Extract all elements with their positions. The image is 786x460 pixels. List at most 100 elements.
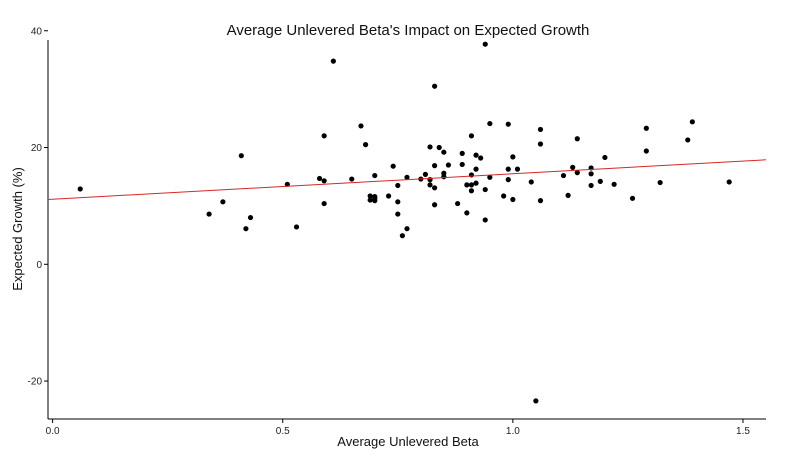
data-point xyxy=(574,136,580,142)
data-point xyxy=(505,177,511,183)
data-point xyxy=(399,233,405,239)
data-point xyxy=(602,154,608,161)
x-axis-label: Average Unlevered Beta xyxy=(337,434,479,449)
data-point xyxy=(422,171,429,177)
data-point xyxy=(220,199,226,205)
data-point xyxy=(284,181,290,187)
data-point xyxy=(514,166,521,172)
data-point xyxy=(432,185,438,191)
data-point xyxy=(395,182,401,189)
data-point xyxy=(501,193,507,199)
data-point xyxy=(629,195,636,201)
data-point xyxy=(468,133,475,139)
data-point xyxy=(611,181,617,187)
data-point xyxy=(588,171,594,177)
y-tick-label: 0 xyxy=(36,260,42,271)
data-point xyxy=(436,144,442,151)
data-point xyxy=(321,178,327,184)
data-point xyxy=(473,180,479,186)
data-point xyxy=(77,186,83,192)
data-point xyxy=(395,211,401,217)
data-point xyxy=(643,148,649,154)
data-point xyxy=(657,179,663,186)
data-point xyxy=(362,142,369,148)
data-point xyxy=(404,226,410,232)
data-point xyxy=(505,121,511,127)
data-point xyxy=(689,119,695,125)
x-tick-label: 1.0 xyxy=(506,426,520,437)
y-tick-label: -20 xyxy=(28,377,43,388)
data-point xyxy=(570,164,576,170)
data-point xyxy=(464,182,470,188)
data-point xyxy=(441,174,447,180)
data-point xyxy=(367,197,373,203)
data-point xyxy=(349,176,355,182)
data-point xyxy=(565,192,571,198)
data-point xyxy=(505,166,511,172)
data-point xyxy=(643,125,649,131)
data-point xyxy=(528,179,534,185)
data-point xyxy=(432,163,438,169)
data-point xyxy=(247,214,254,221)
data-point xyxy=(597,178,603,184)
data-point xyxy=(206,211,212,217)
data-points xyxy=(77,41,732,404)
data-point xyxy=(372,172,378,179)
data-point xyxy=(293,224,300,230)
data-point xyxy=(404,174,410,180)
data-point xyxy=(478,155,484,161)
data-point xyxy=(473,152,479,158)
data-point xyxy=(238,153,244,159)
data-point xyxy=(459,150,465,156)
data-point xyxy=(510,196,516,203)
data-point xyxy=(487,120,493,127)
data-point xyxy=(726,179,732,185)
y-axis-label: Expected Growth (%) xyxy=(10,167,25,291)
data-point xyxy=(464,210,470,216)
data-point xyxy=(482,186,488,193)
data-point xyxy=(243,226,249,232)
data-point xyxy=(533,398,539,404)
data-point xyxy=(390,163,396,169)
data-point xyxy=(321,200,327,207)
y-tick-label: 40 xyxy=(31,26,43,37)
data-point xyxy=(468,188,475,194)
data-point xyxy=(510,154,516,160)
data-point xyxy=(468,182,475,188)
data-point xyxy=(459,161,465,168)
data-point xyxy=(385,193,392,199)
y-axis-ticks: -20 0 20 40 xyxy=(28,26,48,388)
data-point xyxy=(685,137,691,143)
data-point xyxy=(537,198,544,204)
data-point xyxy=(395,199,401,205)
data-point xyxy=(537,141,544,147)
y-tick-label: 20 xyxy=(31,143,43,154)
data-point xyxy=(473,166,479,172)
data-point xyxy=(321,133,327,139)
data-point xyxy=(537,126,544,133)
data-point xyxy=(432,202,438,208)
data-point xyxy=(560,172,567,179)
chart-title: Average Unlevered Beta's Impact on Expec… xyxy=(227,22,590,39)
x-tick-label: 0.5 xyxy=(276,426,290,437)
data-point xyxy=(574,170,580,176)
x-tick-label: 0.0 xyxy=(46,426,60,437)
data-point xyxy=(588,182,594,189)
data-point xyxy=(367,193,373,199)
x-tick-label: 1.5 xyxy=(736,426,750,437)
data-point xyxy=(445,162,452,168)
data-point xyxy=(441,149,447,155)
data-point xyxy=(316,175,323,182)
data-point xyxy=(482,217,488,223)
data-point xyxy=(468,172,475,178)
data-point xyxy=(427,182,433,188)
data-point xyxy=(427,144,433,150)
data-point xyxy=(482,41,488,47)
data-point xyxy=(372,198,378,204)
data-point xyxy=(330,58,336,64)
trend-line xyxy=(47,159,767,200)
x-axis-ticks: 0.0 0.5 1.0 1.5 xyxy=(46,419,750,437)
data-point xyxy=(432,83,438,89)
